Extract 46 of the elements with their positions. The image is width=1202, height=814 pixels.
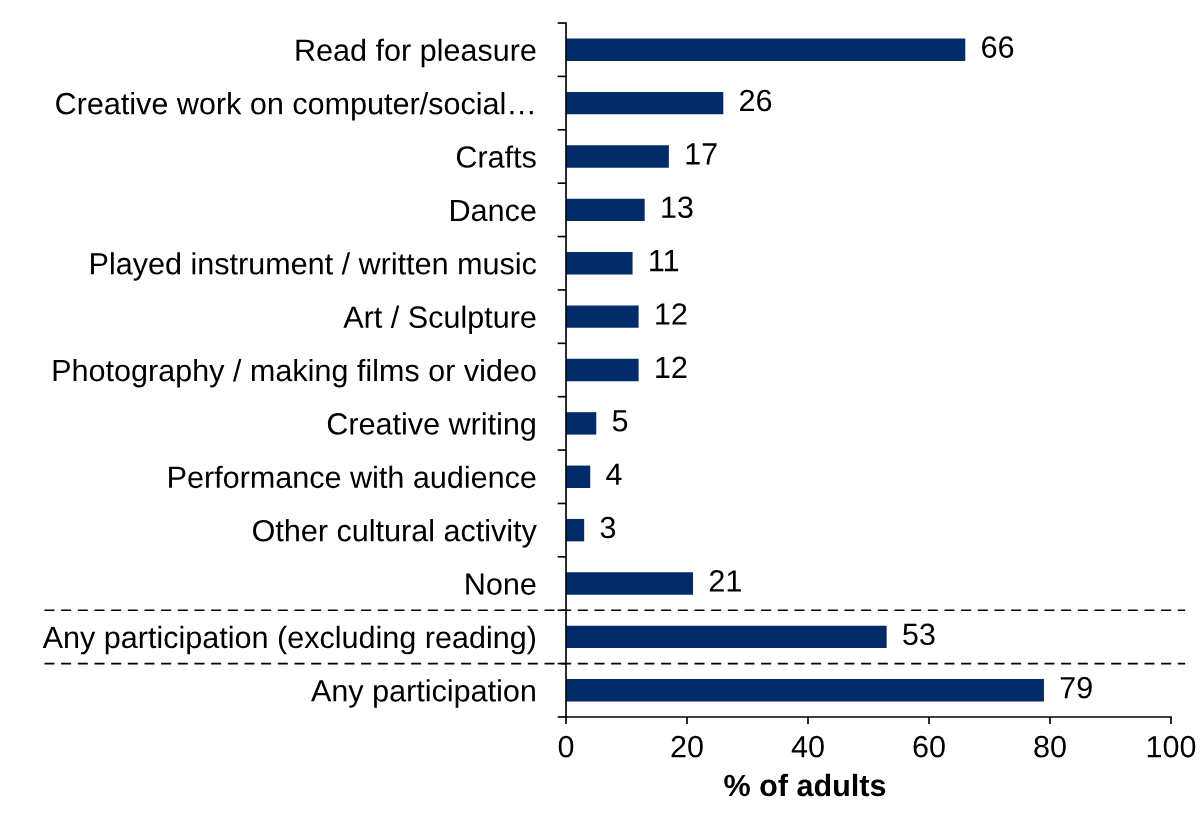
data-label: 21: [709, 570, 741, 592]
x-tick-label: 80: [1034, 735, 1066, 758]
bar: [566, 198, 645, 222]
data-label: 26: [740, 89, 772, 112]
x-tick-label: 20: [671, 735, 703, 758]
data-label: 79: [1060, 676, 1092, 699]
y-tick-label: Any participation: [311, 679, 535, 708]
y-tick-label: Any participation (excluding reading): [42, 625, 535, 655]
data-label: 4: [606, 463, 622, 485]
y-tick-label: Creative work on computer/social…: [56, 92, 533, 121]
data-label: 12: [656, 303, 687, 325]
y-tick-label: Photography / making films or video: [53, 358, 536, 388]
bar: [566, 518, 585, 542]
x-axis-title: % of adults: [724, 773, 886, 797]
y-tick-label: Dance: [451, 199, 536, 222]
x-tick-label: 60: [913, 735, 945, 758]
y-tick-label: Creative writing: [327, 412, 535, 441]
bar: [566, 91, 724, 115]
data-label: 12: [656, 356, 687, 378]
data-label: 3: [600, 516, 616, 539]
x-tick-label: 40: [791, 735, 824, 758]
bar: [566, 572, 694, 595]
bar: [566, 679, 1044, 702]
bar: [566, 465, 591, 488]
data-label: 5: [612, 410, 628, 432]
data-label: 53: [903, 623, 935, 646]
y-tick-label: Art / Sculpture: [343, 305, 536, 335]
data-label: 13: [662, 196, 693, 219]
data-label: 17: [686, 143, 717, 165]
bar: [566, 412, 597, 435]
y-tick-label: Performance with audience: [169, 465, 536, 489]
x-tick-label: 0: [558, 735, 574, 758]
y-tick-label: Other cultural activity: [253, 519, 537, 548]
bar: [566, 358, 639, 382]
y-tick-label: Crafts: [456, 145, 536, 168]
y-tick-label: Played instrument / written music: [91, 252, 537, 281]
bar: [566, 145, 669, 168]
y-tick-label: Read for pleasure: [296, 38, 536, 68]
bar: [566, 252, 633, 275]
data-label: 66: [982, 36, 1014, 58]
x-tick-label: 100: [1147, 735, 1196, 758]
bar: [566, 38, 966, 61]
bar: [566, 625, 887, 649]
data-label: 11: [650, 250, 679, 272]
y-tick-label: None: [466, 573, 536, 595]
bar: [566, 305, 639, 328]
